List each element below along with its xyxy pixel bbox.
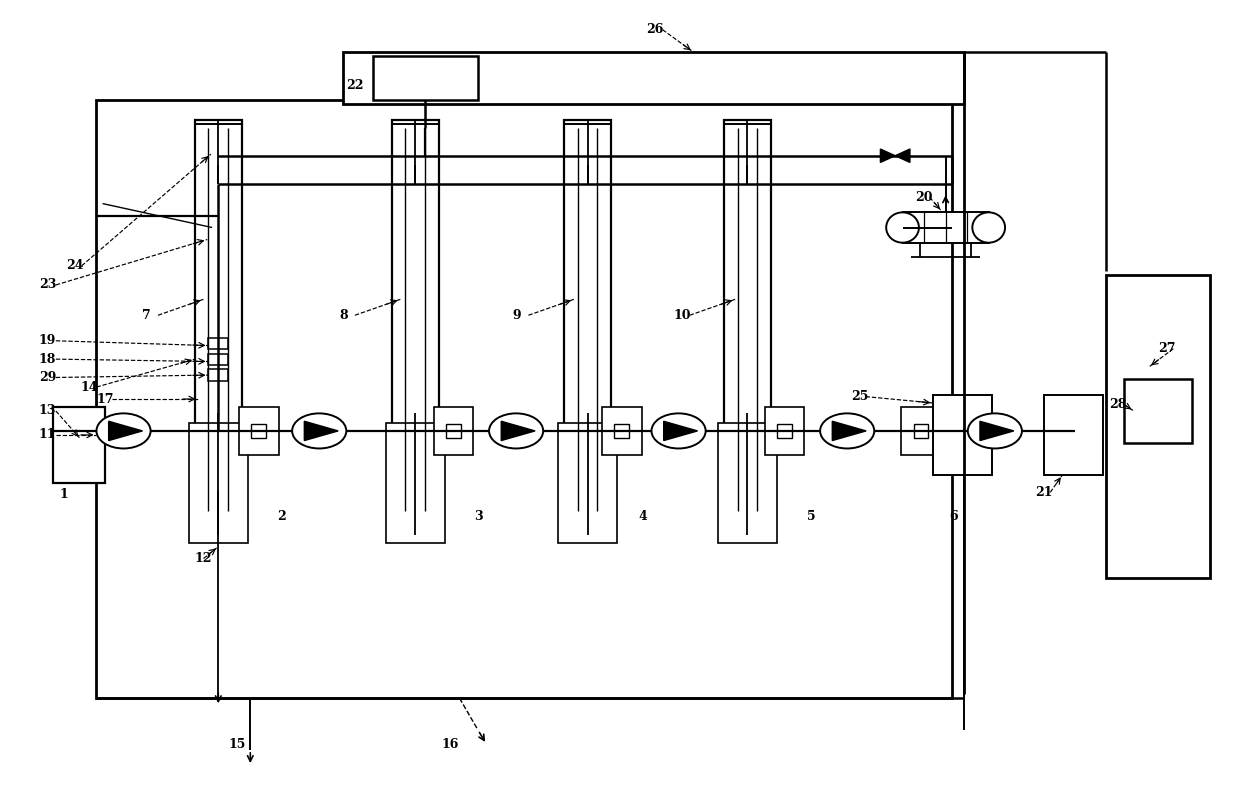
Polygon shape — [980, 422, 1014, 441]
Text: 3: 3 — [475, 509, 483, 523]
Text: 13: 13 — [38, 405, 56, 418]
Bar — [913, 424, 928, 438]
Bar — [566, 455, 608, 526]
Circle shape — [820, 413, 875, 448]
Bar — [373, 56, 478, 100]
Polygon shape — [580, 471, 595, 499]
Bar — [188, 423, 248, 542]
Polygon shape — [218, 149, 233, 163]
Bar — [195, 120, 242, 534]
Bar — [724, 120, 771, 534]
Text: 10: 10 — [674, 309, 691, 322]
Bar — [208, 354, 228, 364]
Bar — [764, 407, 804, 455]
Polygon shape — [408, 471, 422, 499]
Bar — [239, 407, 279, 455]
Polygon shape — [833, 422, 866, 441]
Polygon shape — [740, 471, 755, 499]
Polygon shape — [881, 149, 895, 163]
Bar — [434, 407, 473, 455]
Bar — [902, 212, 989, 243]
Text: 24: 24 — [66, 260, 83, 272]
Text: 16: 16 — [441, 738, 458, 751]
Text: 23: 23 — [38, 278, 56, 292]
Text: 5: 5 — [807, 509, 815, 523]
Text: 4: 4 — [638, 509, 647, 523]
Bar — [1105, 276, 1211, 579]
Bar — [252, 424, 266, 438]
Text: 25: 25 — [851, 390, 869, 403]
Polygon shape — [502, 422, 535, 441]
Text: 29: 29 — [38, 371, 56, 384]
Circle shape — [652, 413, 706, 448]
Polygon shape — [305, 422, 338, 441]
Ellipse shape — [886, 212, 919, 243]
Polygon shape — [895, 149, 909, 163]
Bar — [385, 423, 445, 542]
Text: 28: 28 — [1109, 398, 1126, 411]
Circle shape — [292, 413, 346, 448]
Text: 27: 27 — [1158, 343, 1176, 355]
Circle shape — [97, 413, 151, 448]
Text: 6: 6 — [949, 509, 958, 523]
Polygon shape — [415, 149, 430, 163]
Text: 15: 15 — [228, 738, 245, 751]
Polygon shape — [572, 149, 587, 163]
Bar — [208, 369, 228, 380]
Polygon shape — [664, 422, 698, 441]
Text: 11: 11 — [38, 429, 56, 442]
Text: 19: 19 — [38, 334, 56, 347]
Bar — [1044, 395, 1103, 475]
Text: 26: 26 — [647, 23, 664, 36]
Bar — [564, 120, 611, 534]
Text: 22: 22 — [346, 79, 364, 92]
Bar — [717, 423, 777, 542]
Bar — [97, 100, 952, 698]
Bar — [1124, 379, 1192, 442]
Polygon shape — [400, 149, 415, 163]
Ellipse shape — [973, 212, 1005, 243]
Bar — [602, 407, 642, 455]
Text: 21: 21 — [1036, 486, 1053, 499]
Text: 14: 14 — [81, 380, 98, 393]
Text: 8: 8 — [339, 309, 347, 322]
Bar — [392, 120, 439, 534]
Bar — [197, 455, 239, 526]
Polygon shape — [747, 149, 762, 163]
Text: 17: 17 — [97, 393, 114, 405]
Bar — [446, 424, 461, 438]
Text: 7: 7 — [142, 309, 151, 322]
Circle shape — [489, 413, 543, 448]
Text: 12: 12 — [195, 552, 212, 565]
Polygon shape — [732, 149, 747, 163]
Text: 9: 9 — [513, 309, 522, 322]
Bar — [777, 424, 792, 438]
Bar — [726, 455, 768, 526]
Text: 2: 2 — [278, 509, 286, 523]
Text: 18: 18 — [38, 353, 56, 366]
Bar — [615, 424, 629, 438]
Bar — [208, 338, 228, 349]
Text: 20: 20 — [914, 191, 933, 204]
Circle shape — [968, 413, 1022, 448]
Bar — [901, 407, 940, 455]
Polygon shape — [109, 422, 142, 441]
Bar — [558, 423, 617, 542]
Text: 1: 1 — [59, 488, 68, 501]
Polygon shape — [203, 149, 218, 163]
Bar — [53, 407, 105, 483]
Polygon shape — [587, 149, 602, 163]
Bar — [343, 52, 964, 104]
Polygon shape — [211, 471, 225, 499]
Bar — [394, 455, 436, 526]
Bar — [933, 395, 992, 475]
